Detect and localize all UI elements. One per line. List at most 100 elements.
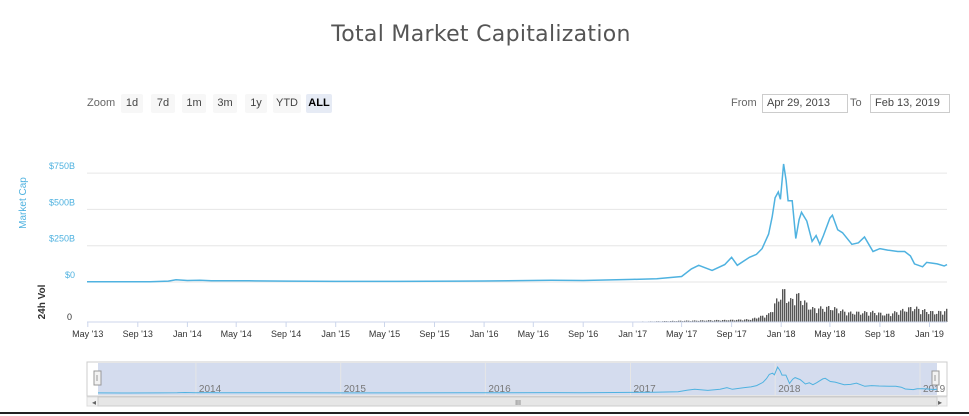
volume-column [930, 311, 932, 322]
volume-column [914, 309, 916, 322]
volume-column [884, 315, 886, 322]
volume-column [776, 298, 778, 322]
volume-column [704, 320, 706, 322]
y-axis-title-market-cap: Market Cap [18, 177, 29, 229]
volume-column [896, 312, 898, 322]
volume-column [810, 309, 812, 322]
scroll-left-arrow-icon[interactable]: ◂ [92, 398, 96, 407]
x-tick-label: Sep '15 [419, 329, 449, 339]
volume-column [880, 312, 882, 322]
zoom-3m-button[interactable]: 3m [213, 94, 237, 113]
x-tick-label: May '18 [814, 329, 845, 339]
navigator[interactable]: 2014 2015 2016 2017 2018 2019 III ◂ ▸ [86, 361, 948, 407]
navigator-line [97, 365, 938, 394]
volume-column [702, 320, 704, 322]
volume-column [686, 320, 688, 322]
grid-lines [87, 172, 947, 283]
volume-column [844, 311, 846, 322]
volume-column [938, 310, 940, 322]
volume-column [694, 320, 696, 322]
zoom-1m-button[interactable]: 1m [182, 94, 206, 113]
navigator-year-label: 2017 [634, 384, 657, 395]
range-to-label: To [850, 97, 862, 109]
x-tick-label: May '17 [666, 329, 697, 339]
x-tick-label: Jan '14 [173, 329, 202, 339]
x-tick-label: Jan '18 [767, 329, 796, 339]
scrollbar-thumb[interactable] [97, 396, 938, 407]
x-tick-label: May '14 [221, 329, 252, 339]
range-from-input[interactable]: Apr 29, 2013 [762, 94, 848, 113]
volume-column [722, 320, 724, 322]
volume-column [872, 310, 874, 322]
volume-column [764, 317, 766, 322]
zoom-all-button[interactable]: ALL [306, 94, 332, 113]
volume-column [864, 311, 866, 322]
range-from-label: From [731, 97, 757, 109]
volume-column [784, 289, 786, 322]
volume-column [724, 319, 726, 322]
volume-column [778, 301, 780, 322]
zoom-1d-button[interactable]: 1d [121, 94, 143, 113]
volume-column [812, 307, 814, 322]
volume-column [730, 319, 732, 322]
volume-column [944, 311, 946, 322]
volume-column [920, 314, 922, 322]
volume-column [826, 306, 828, 322]
navigator-year-label: 2014 [199, 384, 222, 395]
volume-column [850, 311, 852, 322]
volume-column [720, 320, 722, 322]
volume-column [680, 320, 682, 322]
volume-column [748, 319, 750, 322]
volume-column [802, 305, 804, 322]
volume-column [706, 320, 708, 322]
volume-column [906, 311, 908, 322]
volume-column [736, 319, 738, 322]
volume-column [728, 320, 730, 322]
volume-column [796, 293, 798, 322]
range-to-input[interactable]: Feb 13, 2019 [870, 94, 950, 113]
volume-column [862, 313, 864, 322]
volume-column [782, 289, 784, 322]
volume-column [924, 309, 926, 322]
x-tick-label: Jan '19 [915, 329, 944, 339]
x-tick-label: Sep '17 [716, 329, 746, 339]
volume-y-tick-label: 0 [67, 312, 72, 322]
volume-column [836, 308, 838, 322]
volume-column [792, 298, 794, 322]
volume-column [892, 313, 894, 322]
volume-column [684, 320, 686, 322]
volume-column [932, 311, 934, 322]
volume-column [772, 312, 774, 322]
volume-column [754, 317, 756, 322]
volume-column [842, 309, 844, 322]
navigator-year-label: 2015 [344, 384, 367, 395]
volume-column [768, 313, 770, 322]
x-tick-label: Sep '13 [123, 329, 153, 339]
volume-column [894, 311, 896, 322]
zoom-7d-button[interactable]: 7d [151, 94, 175, 113]
volume-column [876, 315, 878, 322]
y-tick-label: $0 [65, 270, 75, 280]
volume-column [744, 319, 746, 322]
volume-column [860, 314, 862, 322]
volume-column [828, 306, 830, 322]
volume-column [856, 311, 858, 322]
volume-column [718, 320, 720, 322]
x-tick-label: May '13 [72, 329, 103, 339]
zoom-1y-button[interactable]: 1y [245, 94, 267, 113]
volume-column [818, 308, 820, 322]
volume-column [814, 308, 816, 322]
volume-column [922, 310, 924, 322]
navigator-selection-mask[interactable] [98, 363, 937, 395]
scroll-right-arrow-icon[interactable]: ▸ [938, 398, 942, 407]
volume-column [840, 311, 842, 322]
volume-column [888, 313, 890, 322]
volume-column [788, 301, 790, 322]
volume-column [678, 320, 680, 322]
zoom-ytd-button[interactable]: YTD [273, 94, 301, 113]
volume-column [886, 313, 888, 322]
x-tick-label: May '15 [369, 329, 400, 339]
volume-column [804, 300, 806, 322]
volume-column [752, 318, 754, 322]
volume-column [700, 320, 702, 322]
